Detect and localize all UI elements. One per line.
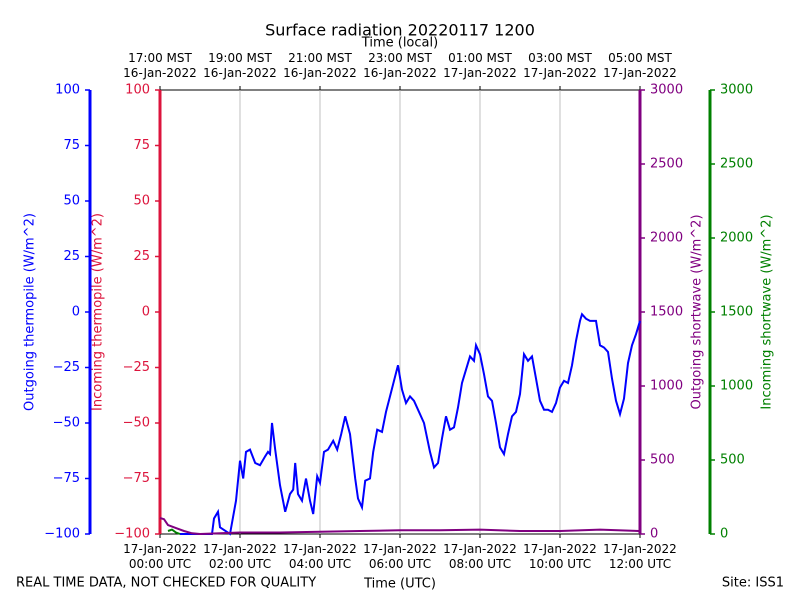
x2-tick-label: 05:00 MST 17-Jan-2022 (603, 51, 677, 80)
x2-tick-label: 19:00 MST 16-Jan-2022 (203, 51, 277, 80)
y-tick-label: 1500 (720, 305, 753, 320)
x-tick-label: 17-Jan-2022 12:00 UTC (603, 542, 677, 571)
y-axis-label: Outgoing thermopile (W/m^2) (23, 213, 38, 411)
y-tick-label: 25 (133, 249, 150, 264)
y-tick-label: 0 (142, 305, 150, 320)
y-tick-label: 25 (63, 249, 80, 264)
x2-tick-label: 23:00 MST 16-Jan-2022 (363, 51, 437, 80)
y-tick-label: 3000 (650, 83, 683, 98)
y-tick-label: −50 (123, 416, 150, 431)
y-tick-label: 75 (133, 138, 150, 153)
y-axis-label: Incoming shortwave (W/m^2) (760, 214, 775, 409)
y-tick-label: 0 (72, 305, 80, 320)
y-tick-label: −75 (123, 471, 150, 486)
x-axis-label: Time (UTC) (363, 577, 436, 592)
x-tick-label: 17-Jan-2022 10:00 UTC (523, 542, 597, 571)
y-tick-label: 50 (63, 194, 80, 209)
y-tick-label: 75 (63, 138, 80, 153)
x-tick-label: 17-Jan-2022 06:00 UTC (363, 542, 437, 571)
y-tick-label: −100 (44, 527, 80, 542)
series-line (167, 528, 181, 535)
site-label: Site: ISS1 (722, 576, 784, 591)
y-tick-label: −25 (123, 360, 150, 375)
x2-tick-label: 01:00 MST 17-Jan-2022 (443, 51, 517, 80)
y-tick-label: 100 (125, 83, 150, 98)
y-tick-label: 1000 (720, 379, 753, 394)
y-tick-label: −100 (114, 527, 150, 542)
y-tick-label: −50 (53, 416, 80, 431)
y-tick-label: 2500 (650, 157, 683, 172)
y-tick-label: 0 (650, 527, 658, 542)
x2-tick-label: 03:00 MST 17-Jan-2022 (523, 51, 597, 80)
y-tick-label: 2000 (650, 231, 683, 246)
y-tick-label: 1000 (650, 379, 683, 394)
y-tick-label: 100 (55, 83, 80, 98)
chart-title: Surface radiation 20220117 1200 (265, 21, 535, 40)
footer-note: REAL TIME DATA, NOT CHECKED FOR QUALITY (16, 576, 316, 591)
y-tick-label: 1500 (650, 305, 683, 320)
x-tick-label: 17-Jan-2022 00:00 UTC (123, 542, 197, 571)
y-tick-label: 2000 (720, 231, 753, 246)
y-tick-label: 2500 (720, 157, 753, 172)
y-tick-label: 3000 (720, 83, 753, 98)
y-tick-label: −25 (53, 360, 80, 375)
x-tick-label: 17-Jan-2022 04:00 UTC (283, 542, 357, 571)
series-line (159, 517, 641, 536)
y-tick-label: −75 (53, 471, 80, 486)
x2-tick-label: 21:00 MST 16-Jan-2022 (283, 51, 357, 80)
y-tick-label: 500 (720, 453, 745, 468)
x-tick-label: 17-Jan-2022 08:00 UTC (443, 542, 517, 571)
y-axis-label: Outgoing shortwave (W/m^2) (690, 214, 705, 409)
y-axis-label: Incoming thermopile (W/m^2) (91, 213, 106, 411)
y-tick-label: 500 (650, 453, 675, 468)
x2-axis-label: Time (local) (361, 36, 438, 51)
y-tick-label: 50 (133, 194, 150, 209)
series-line (180, 312, 641, 536)
x2-tick-label: 17:00 MST 16-Jan-2022 (123, 51, 197, 80)
x-tick-label: 17-Jan-2022 02:00 UTC (203, 542, 277, 571)
y-tick-label: 0 (720, 527, 728, 542)
